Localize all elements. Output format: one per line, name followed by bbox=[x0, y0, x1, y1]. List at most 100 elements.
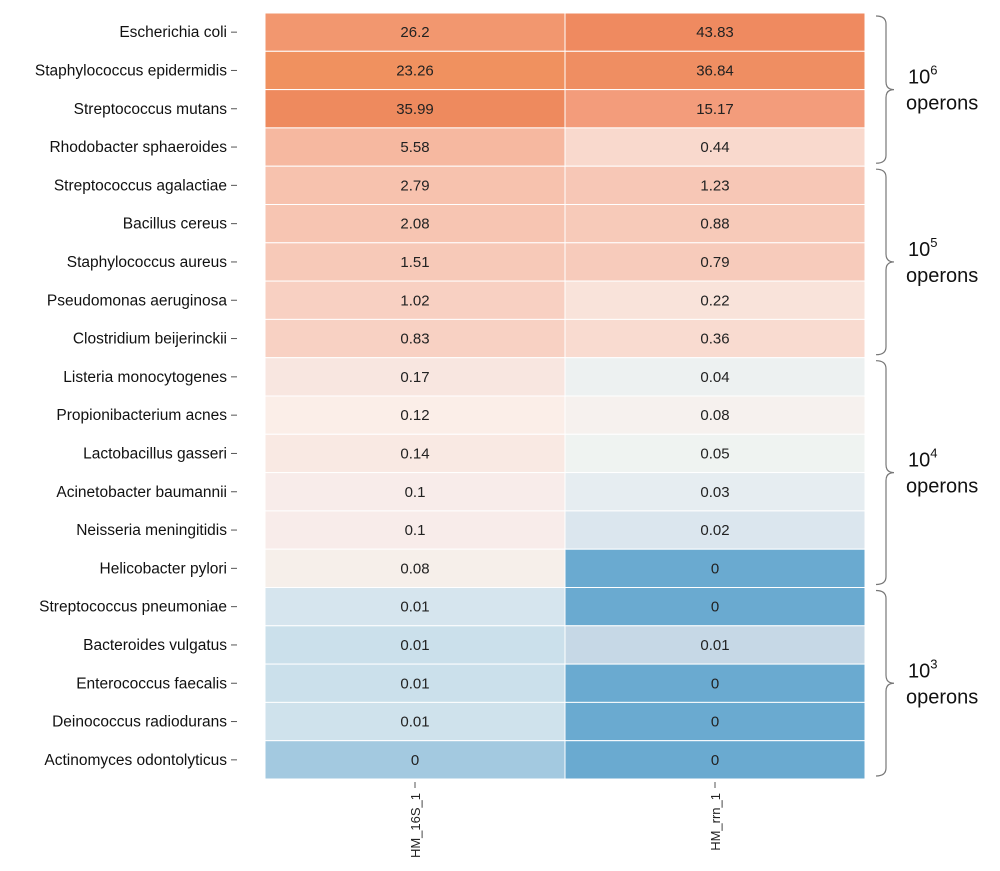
row-label: Listeria monocytogenes bbox=[63, 369, 227, 386]
cell-value-label: 0.1 bbox=[405, 484, 426, 501]
heatmap-cell bbox=[264, 701, 566, 742]
row-label: Staphylococcus epidermidis bbox=[35, 62, 227, 79]
group-bracket bbox=[875, 15, 895, 164]
cell-value-label: 43.83 bbox=[696, 24, 734, 41]
cell-value-label: 0.03 bbox=[700, 484, 729, 501]
cell-value-label: 0.36 bbox=[700, 331, 729, 348]
heatmap-cell bbox=[264, 50, 566, 91]
row-label: Neisseria meningitidis bbox=[76, 522, 227, 539]
row-label: Streptococcus pneumoniae bbox=[39, 599, 227, 616]
cell-value-label: 1.23 bbox=[700, 177, 729, 194]
cell-value-label: 0.79 bbox=[700, 254, 729, 271]
cell-value-label: 0.83 bbox=[400, 331, 429, 348]
heatmap-cell bbox=[564, 510, 866, 550]
heatmap-cell bbox=[564, 242, 866, 282]
cell-value-label: 0 bbox=[711, 675, 719, 692]
heatmap-cell bbox=[564, 472, 866, 512]
row-label: Streptococcus mutans bbox=[74, 101, 228, 118]
cell-value-label: 0 bbox=[411, 752, 419, 769]
cell-value-label: 5.58 bbox=[400, 139, 429, 156]
cell-value-label: 0.01 bbox=[400, 637, 429, 654]
row-label: Pseudomonas aeruginosa bbox=[47, 292, 227, 309]
cell-value-label: 0 bbox=[711, 752, 719, 769]
row-label: Propionibacterium acnes bbox=[56, 407, 227, 424]
heatmap-cell bbox=[564, 318, 866, 359]
group-label: operons bbox=[906, 265, 978, 287]
cell-value-label: 1.51 bbox=[400, 254, 429, 271]
cell-value-label: 0.01 bbox=[700, 637, 729, 654]
cell-value-label: 0.01 bbox=[400, 599, 429, 616]
cell-value-label: 0 bbox=[711, 714, 719, 731]
cell-value-label: 0.14 bbox=[400, 445, 429, 462]
row-label: Helicobacter pylori bbox=[100, 560, 228, 577]
column-label: HM_16S_1 bbox=[408, 793, 423, 858]
row-label: Rhodobacter sphaeroides bbox=[49, 139, 227, 156]
heatmap-cell bbox=[564, 663, 866, 703]
column-label: HM_rrn_1 bbox=[708, 793, 723, 851]
row-label: Bacillus cereus bbox=[123, 216, 227, 233]
heatmap-cell bbox=[264, 12, 566, 52]
heatmap-cell bbox=[564, 165, 866, 205]
group-bracket bbox=[875, 168, 895, 356]
row-label: Bacteroides vulgatus bbox=[83, 637, 227, 654]
cell-value-label: 0.44 bbox=[700, 139, 729, 156]
heatmap-cell bbox=[264, 318, 566, 359]
heatmap-cell bbox=[264, 472, 566, 512]
heatmap-cell bbox=[564, 12, 866, 52]
heatmap-cell bbox=[564, 740, 866, 780]
heatmap-cell bbox=[264, 510, 566, 550]
cell-value-label: 1.02 bbox=[400, 292, 429, 309]
heatmap-cell bbox=[564, 395, 866, 435]
cell-value-label: 2.79 bbox=[400, 177, 429, 194]
row-label: Escherichia coli bbox=[119, 24, 227, 41]
cell-value-label: 0 bbox=[711, 599, 719, 616]
group-order-of-magnitude: 104 bbox=[908, 446, 937, 472]
row-label: Staphylococcus aureus bbox=[67, 254, 228, 271]
heatmap-cell bbox=[564, 89, 866, 129]
cell-value-label: 0.1 bbox=[405, 522, 426, 539]
heatmap-cell bbox=[564, 548, 866, 589]
heatmap-cell bbox=[564, 50, 866, 91]
heatmap-cell bbox=[264, 740, 566, 780]
heatmap-cell bbox=[564, 701, 866, 742]
heatmap-cell bbox=[564, 433, 866, 474]
cell-value-label: 0.05 bbox=[700, 445, 729, 462]
heatmap-cell bbox=[264, 433, 566, 474]
cell-value-label: 15.17 bbox=[696, 101, 734, 118]
heatmap-cell bbox=[564, 357, 866, 397]
heatmap-cell bbox=[564, 280, 866, 320]
group-label: operons bbox=[906, 93, 978, 115]
cell-value-label: 0.22 bbox=[700, 292, 729, 309]
column-labels: HM_16S_1 HM_rrn_1 bbox=[408, 782, 723, 858]
group-order-of-magnitude: 105 bbox=[908, 235, 937, 261]
heatmap-cell bbox=[264, 357, 566, 397]
group-order-of-magnitude: 103 bbox=[908, 656, 937, 682]
row-labels: Escherichia coli Staphylococcus epidermid… bbox=[35, 24, 237, 769]
group-brackets: 106 operons 105 operons 104 operons 103 operons bbox=[875, 15, 978, 777]
row-label: Actinomyces odontolyticus bbox=[44, 752, 227, 769]
cell-value-label: 0.01 bbox=[400, 714, 429, 731]
row-label: Deinococcus radiodurans bbox=[52, 714, 227, 731]
heatmap-cell bbox=[264, 587, 566, 627]
row-label: Streptococcus agalactiae bbox=[54, 177, 227, 194]
cell-value-label: 0.04 bbox=[700, 369, 729, 386]
heatmap-cell bbox=[564, 204, 866, 244]
cell-value-label: 26.2 bbox=[400, 24, 429, 41]
group-bracket bbox=[875, 589, 895, 777]
cell-value-label: 0.08 bbox=[700, 407, 729, 424]
cell-value-label: 35.99 bbox=[396, 101, 434, 118]
cell-value-label: 2.08 bbox=[400, 216, 429, 233]
heatmap-cell bbox=[264, 548, 566, 589]
cell-value-label: 0.02 bbox=[700, 522, 729, 539]
cell-value-label: 0.88 bbox=[700, 216, 729, 233]
cell-value-label: 36.84 bbox=[696, 62, 734, 79]
row-label: Clostridium beijerinckii bbox=[73, 331, 227, 348]
heatmap-cells: 26.2 43.83 23.26 36.84 35.99 15.17 5.58 0.44 2.7… bbox=[264, 12, 866, 780]
cell-value-label: 0.12 bbox=[400, 407, 429, 424]
cell-value-label: 0.17 bbox=[400, 369, 429, 386]
group-label: operons bbox=[906, 476, 978, 498]
row-label: Acinetobacter baumannii bbox=[56, 484, 227, 501]
cell-value-label: 0.08 bbox=[400, 560, 429, 577]
row-label: Lactobacillus gasseri bbox=[83, 445, 227, 462]
